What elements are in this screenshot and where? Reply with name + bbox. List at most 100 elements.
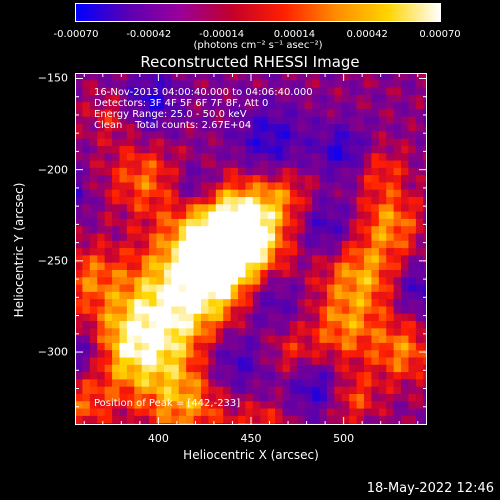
heatmap-cell <box>193 240 202 249</box>
heatmap-cell <box>260 211 269 220</box>
heatmap-cell <box>252 116 261 125</box>
heatmap-cell <box>97 291 106 300</box>
heatmap-cell <box>126 233 135 242</box>
heatmap-cell <box>297 284 306 293</box>
heatmap-cell <box>275 255 284 264</box>
heatmap-cell <box>193 299 202 308</box>
heatmap-cell <box>141 306 150 315</box>
heatmap-cell <box>178 269 187 278</box>
heatmap-cell <box>238 102 247 111</box>
heatmap-cell <box>252 204 261 213</box>
heatmap-cell <box>304 197 313 205</box>
heatmap-cell <box>252 379 261 388</box>
heatmap-cell <box>238 73 247 81</box>
heatmap-cell <box>178 167 187 176</box>
heatmap-cell <box>141 233 150 242</box>
heatmap-cell <box>334 218 343 227</box>
heatmap-cell <box>112 313 121 322</box>
heatmap-cell <box>223 94 232 103</box>
heatmap-cell <box>171 167 180 176</box>
heatmap-cell <box>408 277 417 286</box>
heatmap-cell <box>208 364 217 373</box>
heatmap-cell <box>341 342 350 351</box>
heatmap-cell <box>245 299 254 308</box>
heatmap-cell <box>260 145 269 154</box>
heatmap-cell <box>82 102 91 111</box>
heatmap-cell <box>238 299 247 308</box>
heatmap-cell <box>134 284 143 293</box>
heatmap-cell <box>163 386 172 395</box>
heatmap-cell <box>104 240 113 249</box>
heatmap-cell <box>134 124 143 132</box>
heatmap-cell <box>89 182 98 191</box>
heatmap-cell <box>282 291 291 300</box>
heatmap-cell <box>386 211 395 220</box>
heatmap-cell <box>230 393 239 402</box>
heatmap-cell <box>356 226 365 235</box>
heatmap-cell <box>215 189 224 198</box>
heatmap-cell <box>82 153 91 162</box>
heatmap-cell <box>260 167 269 176</box>
heatmap-cell <box>282 204 291 213</box>
heatmap-cell <box>245 138 254 147</box>
heatmap-cell <box>104 357 113 366</box>
heatmap-cell <box>415 124 424 132</box>
heatmap-cell <box>423 109 427 118</box>
heatmap-cell <box>163 248 172 256</box>
heatmap-cell <box>408 124 417 132</box>
heatmap-cell <box>408 87 417 96</box>
heatmap-cell <box>89 131 98 140</box>
heatmap-cell <box>267 299 276 308</box>
heatmap-cell <box>371 233 380 242</box>
heatmap-cell <box>149 94 158 103</box>
heatmap-cell <box>378 393 387 402</box>
heatmap-cell <box>326 342 335 351</box>
heatmap-cell <box>119 167 128 176</box>
heatmap-cell <box>297 80 306 89</box>
heatmap-cell <box>312 357 321 366</box>
heatmap-cell <box>230 87 239 96</box>
heatmap-cell <box>334 211 343 220</box>
heatmap-cell <box>208 401 217 410</box>
heatmap-cell <box>408 226 417 235</box>
heatmap-cell <box>289 94 298 103</box>
heatmap-cell <box>341 386 350 395</box>
heatmap-cell <box>171 189 180 198</box>
heatmap-cell <box>200 342 209 351</box>
heatmap-cell <box>238 160 247 169</box>
heatmap-cell <box>193 372 202 381</box>
heatmap-cell <box>304 386 313 395</box>
heatmap-cell <box>119 109 128 118</box>
heatmap-cell <box>238 189 247 198</box>
heatmap-cell <box>245 255 254 264</box>
heatmap-cell <box>104 299 113 308</box>
heatmap-cell <box>245 401 254 410</box>
heatmap-cell <box>126 379 135 388</box>
heatmap-cell <box>408 299 417 308</box>
heatmap-cell <box>208 291 217 300</box>
heatmap-cell <box>371 350 380 359</box>
heatmap-cell <box>260 364 269 373</box>
heatmap-cell <box>297 321 306 329</box>
heatmap-cell <box>319 401 328 410</box>
heatmap-cell <box>119 393 128 402</box>
heatmap-cell <box>171 393 180 402</box>
heatmap-cell <box>304 269 313 278</box>
heatmap-cell <box>163 145 172 154</box>
heatmap-cell <box>252 248 261 256</box>
heatmap-cell <box>423 321 427 329</box>
heatmap-cell <box>89 175 98 184</box>
heatmap-cell <box>349 262 358 271</box>
heatmap-cell <box>275 218 284 227</box>
heatmap-cell <box>126 87 135 96</box>
heatmap-cell <box>193 175 202 184</box>
heatmap-cell <box>393 262 402 271</box>
heatmap-cell <box>193 386 202 395</box>
heatmap-cell <box>149 357 158 366</box>
heatmap-cell <box>171 262 180 271</box>
heatmap-cell <box>319 321 328 329</box>
heatmap-cell <box>371 248 380 256</box>
heatmap-cell <box>119 102 128 111</box>
heatmap-cell <box>245 357 254 366</box>
heatmap-cell <box>297 262 306 271</box>
